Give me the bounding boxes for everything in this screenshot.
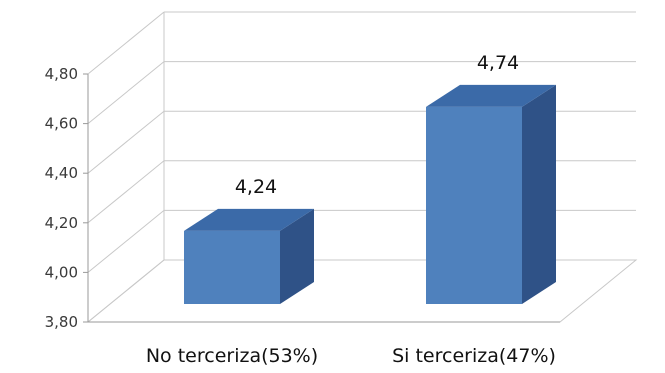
y-tick-label: 4,00 [45,263,78,281]
y-tick-label: 4,20 [45,214,78,232]
bar-top-face [184,208,314,231]
bar-front-face [184,230,280,304]
bar [426,84,556,304]
gridline-depth [87,160,165,224]
bar-top-face [426,84,556,107]
y-tick-label: 4,80 [45,65,78,83]
gridline-depth [87,210,165,273]
bar-side-face [280,208,314,304]
bar-front-face [426,106,522,304]
y-tick-label: 4,40 [45,164,78,182]
y-tick-label: 4,60 [45,115,78,133]
category-label: No terceriza(53%) [146,345,318,367]
gridline-depth [87,11,165,75]
y-axis-ticks: 3,80 4,00 4,20 4,40 4,60 4,80 [45,65,88,331]
category-label: Si terceriza(47%) [392,345,556,367]
gridline-depth [87,61,165,124]
gridline-depth [87,110,165,174]
y-tick-label: 3,80 [45,313,78,331]
data-label: 4,74 [477,52,519,74]
bar [184,208,314,304]
bars [184,84,556,304]
labels: 4,24 No terceriza(53%) 4,74 Si terceriza(47… [146,52,556,367]
axes [87,74,560,323]
bar-side-face [522,84,556,304]
data-label: 4,24 [235,176,277,198]
